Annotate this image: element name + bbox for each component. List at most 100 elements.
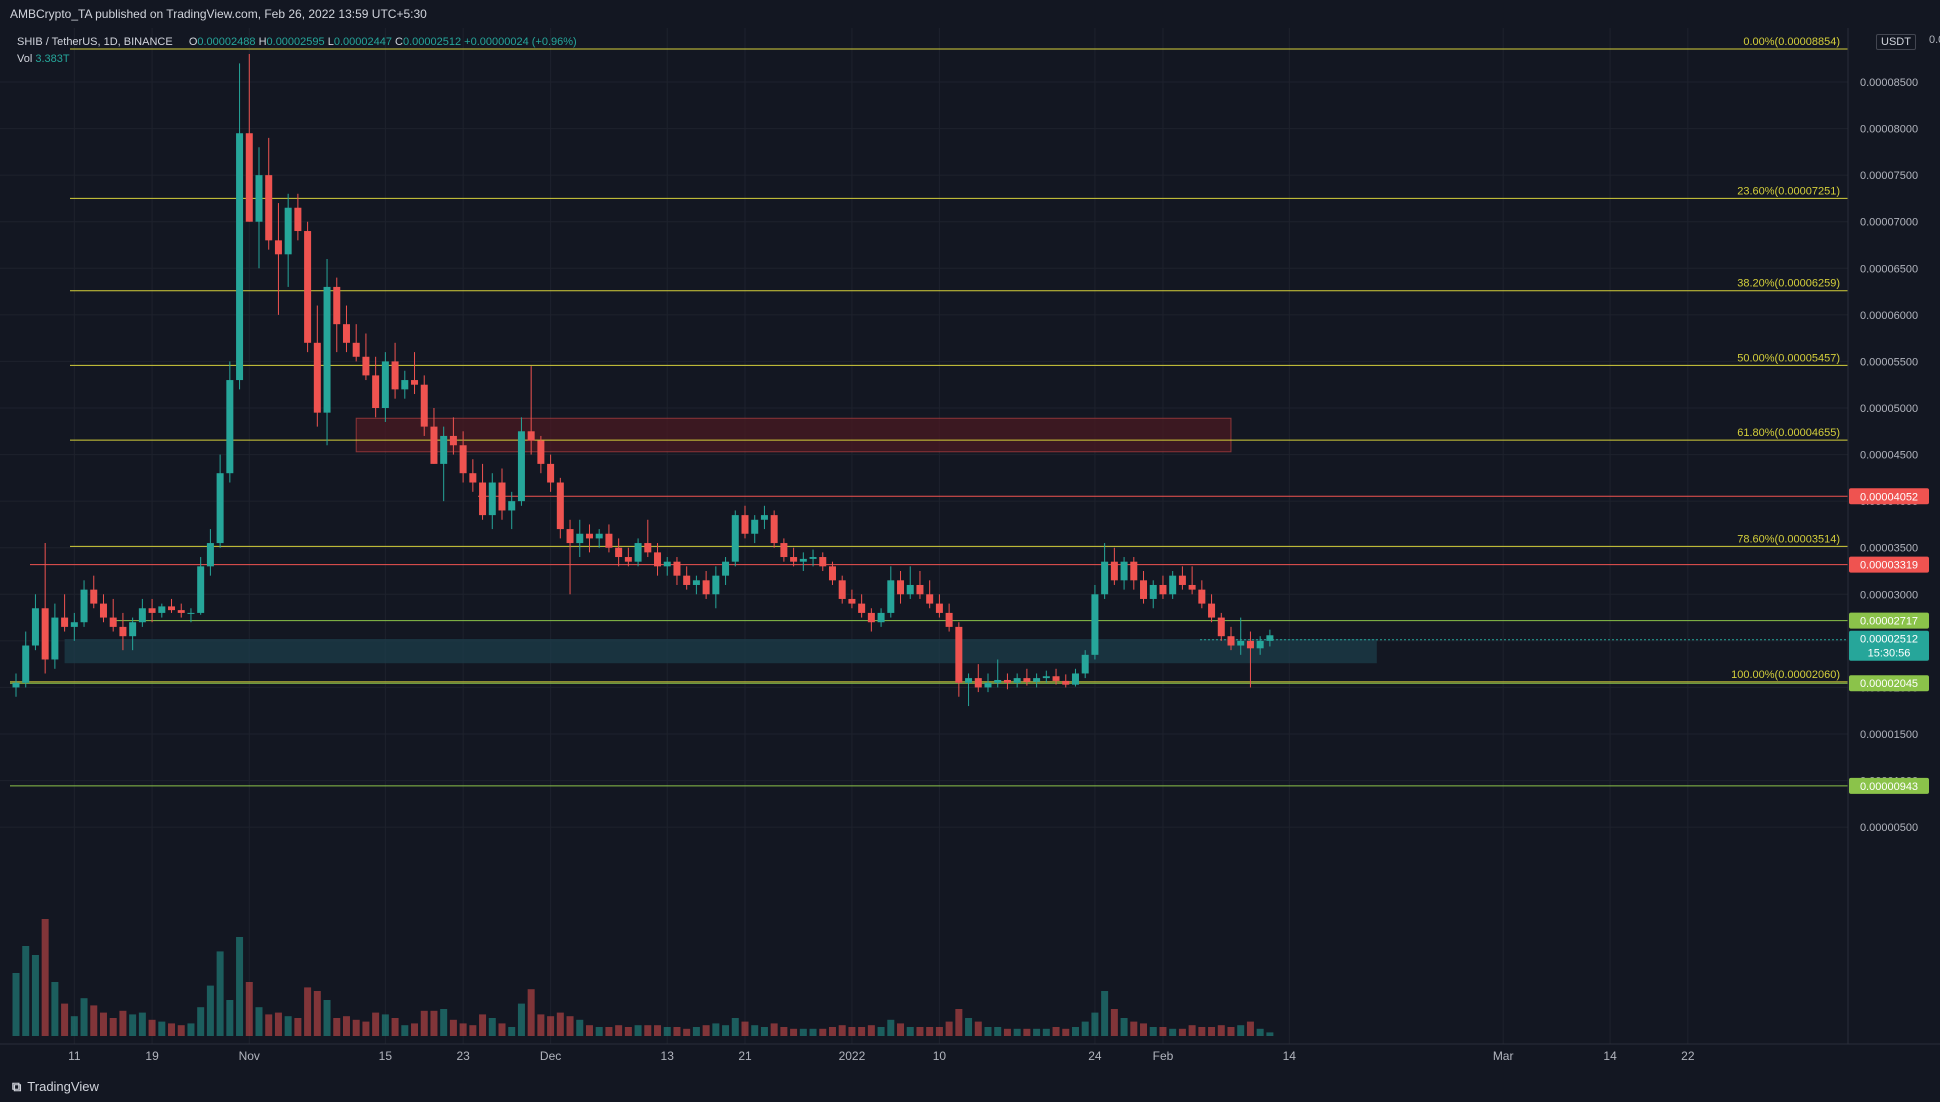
candle-body <box>537 440 545 464</box>
volume-bar <box>342 1016 350 1036</box>
low-label: L <box>327 36 334 48</box>
tradingview-logo[interactable]: ⧉ TradingView <box>12 1079 99 1095</box>
volume-bar <box>440 1009 448 1036</box>
candle-body <box>906 584 914 595</box>
candle-body <box>595 533 603 539</box>
volume-bar <box>51 982 59 1036</box>
volume-bar <box>974 1021 982 1036</box>
price-chart[interactable]: 0.00%(0.00008854) 23.60%(0.00007251) 38.20… <box>0 28 1940 1074</box>
volume-bar <box>1140 1023 1148 1036</box>
volume-bar <box>1256 1028 1264 1036</box>
candle-body <box>576 533 584 544</box>
candle-body <box>148 608 156 613</box>
volume-bar <box>906 1027 914 1036</box>
candle-body <box>1149 584 1157 599</box>
candle-body <box>527 431 535 441</box>
volume-bar <box>819 1028 827 1036</box>
volume-bar <box>751 1025 759 1036</box>
symbol-label[interactable]: SHIB / TetherUS, 1D, BINANCE <box>17 36 173 48</box>
candle-body <box>974 678 982 688</box>
volume-bar <box>197 1007 205 1036</box>
volume-bar <box>148 1019 156 1036</box>
candle-body <box>226 380 234 474</box>
volume-bar <box>479 1014 487 1036</box>
candle-body <box>585 533 593 539</box>
volume-bar <box>187 1023 195 1036</box>
volume-bar <box>1013 1028 1021 1036</box>
fib-label: 50.00%(0.00005457) <box>1737 352 1840 364</box>
candle-body <box>547 463 555 483</box>
candle-body <box>197 566 205 613</box>
level-price-tag <box>1849 777 1929 794</box>
volume-bar <box>731 1018 739 1036</box>
candle-body <box>1110 561 1118 581</box>
volume-bar <box>1062 1028 1070 1036</box>
chart-background <box>0 28 1940 1074</box>
volume-bar <box>411 1023 419 1036</box>
fib-label: 78.60%(0.00003514) <box>1737 533 1840 545</box>
currency-unit-badge[interactable]: USDT <box>1876 34 1916 50</box>
candle-body <box>255 175 263 222</box>
volume-bar <box>1217 1025 1225 1036</box>
candle-body <box>206 543 214 567</box>
candle-body <box>459 445 467 474</box>
candle-body <box>381 361 389 408</box>
volume-bar <box>255 1007 263 1036</box>
x-tick-label: 15 <box>379 1049 393 1063</box>
volume-bar <box>381 1014 389 1036</box>
candle-body <box>897 580 905 595</box>
candle-body <box>1130 561 1138 581</box>
volume-bar <box>955 1009 963 1036</box>
volume-bar <box>984 1027 992 1036</box>
volume-bar <box>1033 1028 1041 1036</box>
candle-body <box>440 435 448 464</box>
volume-bar <box>420 1010 428 1036</box>
volume-bar <box>1178 1028 1186 1036</box>
volume-bar <box>12 973 20 1036</box>
top-tick-label: 0.0( <box>1929 34 1940 46</box>
candle-body <box>41 608 49 660</box>
countdown-text: 15:30:56 <box>1868 648 1911 660</box>
volume-bar <box>1208 1027 1216 1036</box>
volume-bar <box>206 985 214 1036</box>
volume-bar <box>527 989 535 1036</box>
volume-bar <box>1149 1027 1157 1036</box>
level-price-tag <box>1849 675 1929 692</box>
volume-bar <box>848 1027 856 1036</box>
candle-body <box>1169 575 1177 595</box>
level-price-text: 0.00004052 <box>1860 491 1918 503</box>
volume-bar <box>245 982 253 1036</box>
candle-body <box>702 580 710 595</box>
y-tick-label: 0.00004500 <box>1860 450 1918 462</box>
volume-bar <box>274 1012 282 1036</box>
volume-bar <box>265 1014 273 1036</box>
candle-body <box>265 175 273 241</box>
candle-body <box>168 606 176 611</box>
zones <box>64 417 1377 664</box>
volume-bar <box>1052 1027 1060 1036</box>
volume-bar <box>449 1019 457 1036</box>
candle-body <box>119 626 127 637</box>
volume-label[interactable]: Vol <box>17 53 33 65</box>
current-price-text: 0.00002512 <box>1860 634 1918 646</box>
x-tick-label: 24 <box>1088 1049 1102 1063</box>
volume-bar <box>624 1027 632 1036</box>
volume-bar <box>362 1021 370 1036</box>
level-price-text: 0.00002717 <box>1860 616 1918 628</box>
volume-bar <box>41 919 49 1036</box>
candle-body <box>517 431 525 502</box>
x-tick-label: Mar <box>1493 1049 1514 1063</box>
volume-bar <box>1042 1028 1050 1036</box>
candle-body <box>391 361 399 390</box>
candle-body <box>138 608 146 623</box>
time-axis[interactable]: 11 19 Nov 15 23 Dec 13 21 2022 10 24 Feb 14 Mar 14 22 <box>68 1049 1695 1063</box>
volume-bar <box>391 1018 399 1036</box>
candle-body <box>372 375 380 408</box>
candle-body <box>61 617 69 627</box>
volume-bar <box>663 1027 671 1036</box>
volume-bar <box>333 1018 341 1036</box>
candle-body <box>1013 678 1021 683</box>
candle-body <box>508 501 516 511</box>
volume-bar <box>741 1021 749 1036</box>
candle-body <box>556 482 564 530</box>
